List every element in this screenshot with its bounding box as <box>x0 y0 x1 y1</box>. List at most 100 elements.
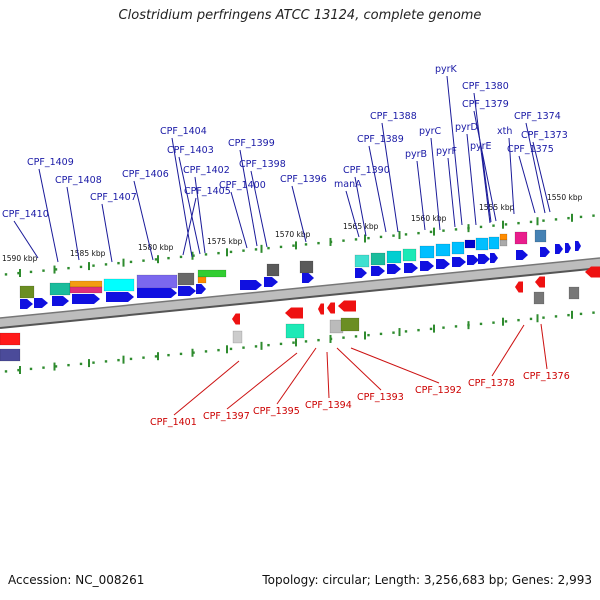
forward-label-leader <box>345 190 360 238</box>
bottom-track-dot <box>142 356 145 359</box>
forward-gene-box <box>435 243 451 257</box>
reverse-gene-arrow <box>232 313 240 325</box>
top-track-dot <box>42 269 45 272</box>
bottom-track-dot <box>17 368 20 372</box>
reverse-gene-label: CPF_1401 <box>150 417 197 428</box>
top-track-dot <box>279 245 283 249</box>
forward-gene-box <box>499 233 508 241</box>
reverse-gene-box <box>0 348 21 362</box>
top-track-dot <box>167 256 170 260</box>
bottom-track-dot <box>379 332 383 336</box>
bottom-track-dot <box>129 357 133 361</box>
top-track-dot <box>179 255 183 259</box>
top-track-dot <box>117 261 120 265</box>
reverse-gene-arrows <box>232 266 600 325</box>
top-track-dot <box>592 214 595 217</box>
bottom-track-dot <box>592 311 595 314</box>
top-track-dot <box>367 236 370 240</box>
forward-label-leader <box>481 152 492 223</box>
top-track-dot <box>442 229 445 232</box>
bottom-track-dot <box>29 367 33 371</box>
forward-gene-label: CPF_1403 <box>167 145 214 156</box>
bottom-track-dot <box>317 338 320 342</box>
bottom-track-dot <box>179 352 183 356</box>
forward-gene-box <box>451 241 465 255</box>
forward-label-leader <box>194 176 206 254</box>
forward-gene-box <box>136 274 178 289</box>
forward-gene-arrow <box>452 257 466 267</box>
bottom-track-dot <box>104 360 108 363</box>
forward-gene-arrow <box>34 298 48 308</box>
top-track-dot <box>567 216 570 220</box>
reverse-gene-box <box>285 323 305 339</box>
forward-label-leader <box>532 141 551 213</box>
forward-gene-label: CPF_1380 <box>462 81 509 92</box>
bottom-track-dot <box>67 363 70 367</box>
forward-gene-box <box>499 239 508 247</box>
reverse-gene-label: CPF_1395 <box>253 406 300 417</box>
forward-gene-box <box>197 269 227 278</box>
bottom-track-dot <box>42 366 45 369</box>
forward-gene-box <box>386 250 402 264</box>
forward-gene-label: CPF_1406 <box>122 169 169 180</box>
forward-gene-label: CPF_1379 <box>462 99 509 110</box>
forward-gene-label: pyrF <box>436 146 457 157</box>
forward-gene-arrow <box>404 263 418 273</box>
reverse-label-leader <box>276 347 317 405</box>
top-track-dot <box>379 235 383 239</box>
top-track-dot <box>504 223 508 226</box>
forward-gene-label: CPF_1402 <box>183 165 230 176</box>
top-track-dot <box>129 260 133 264</box>
top-track-dot <box>242 249 245 252</box>
bottom-track-dot <box>517 318 520 322</box>
forward-label-leader <box>354 176 367 237</box>
bottom-track-dot <box>442 326 445 329</box>
reverse-label-leader <box>540 323 548 370</box>
top-track-dot <box>67 266 70 270</box>
reverse-gene-label: CPF_1378 <box>468 378 515 389</box>
bottom-track-dot <box>204 350 208 353</box>
forward-label-leader <box>38 168 59 263</box>
forward-label-leader <box>291 185 307 243</box>
top-track-dot <box>4 273 8 276</box>
reverse-gene-arrow <box>535 276 545 288</box>
forward-gene-box <box>402 248 417 262</box>
forward-gene-arrows <box>20 241 581 309</box>
reverse-label-leader <box>336 347 382 391</box>
top-track-dot <box>342 239 345 242</box>
forward-gene-label: CPF_1399 <box>228 138 275 149</box>
forward-gene-box <box>419 245 435 259</box>
forward-gene-label: CPF_1388 <box>370 111 417 122</box>
forward-gene-arrow <box>490 253 498 263</box>
top-track-dot <box>204 253 208 256</box>
forward-gene-box <box>266 263 280 277</box>
forward-gene-label: CPF_1374 <box>514 111 561 122</box>
bottom-track-dot <box>392 331 395 334</box>
top-track-dot <box>217 251 220 255</box>
bottom-track-dot <box>254 345 258 348</box>
forward-label-leader <box>250 170 268 248</box>
backbone-strip <box>0 258 600 328</box>
forward-label-leader <box>133 180 154 261</box>
forward-colored-genes <box>19 229 547 299</box>
reverse-label-leader <box>226 352 298 410</box>
genome-summary-text: Topology: circular; Length: 3,256,683 bp… <box>262 573 592 587</box>
forward-gene-label: pyrB <box>405 149 427 160</box>
top-track-dot <box>479 225 483 229</box>
forward-gene-box <box>69 286 103 294</box>
bottom-track-dot <box>54 365 58 368</box>
bottom-track-dot <box>367 333 370 337</box>
genome-backbone <box>0 257 600 329</box>
kbp-label: 1590 kbp <box>2 254 38 263</box>
bottom-track-dot <box>304 340 308 343</box>
forward-label-leader <box>368 145 387 233</box>
reverse-gene-box <box>340 317 360 332</box>
bottom-track-dot <box>342 336 345 339</box>
forward-gene-label: CPF_1400 <box>219 180 266 191</box>
kbp-scale-labels: 1590 kbp 1585 kbp 1580 kbp 1575 kbp 1570 kbp… <box>2 193 583 263</box>
top-track-dot <box>17 271 20 275</box>
forward-label-leader <box>178 156 201 255</box>
top-track-dot <box>429 230 433 234</box>
kbp-label: 1550 kbp <box>547 193 583 202</box>
